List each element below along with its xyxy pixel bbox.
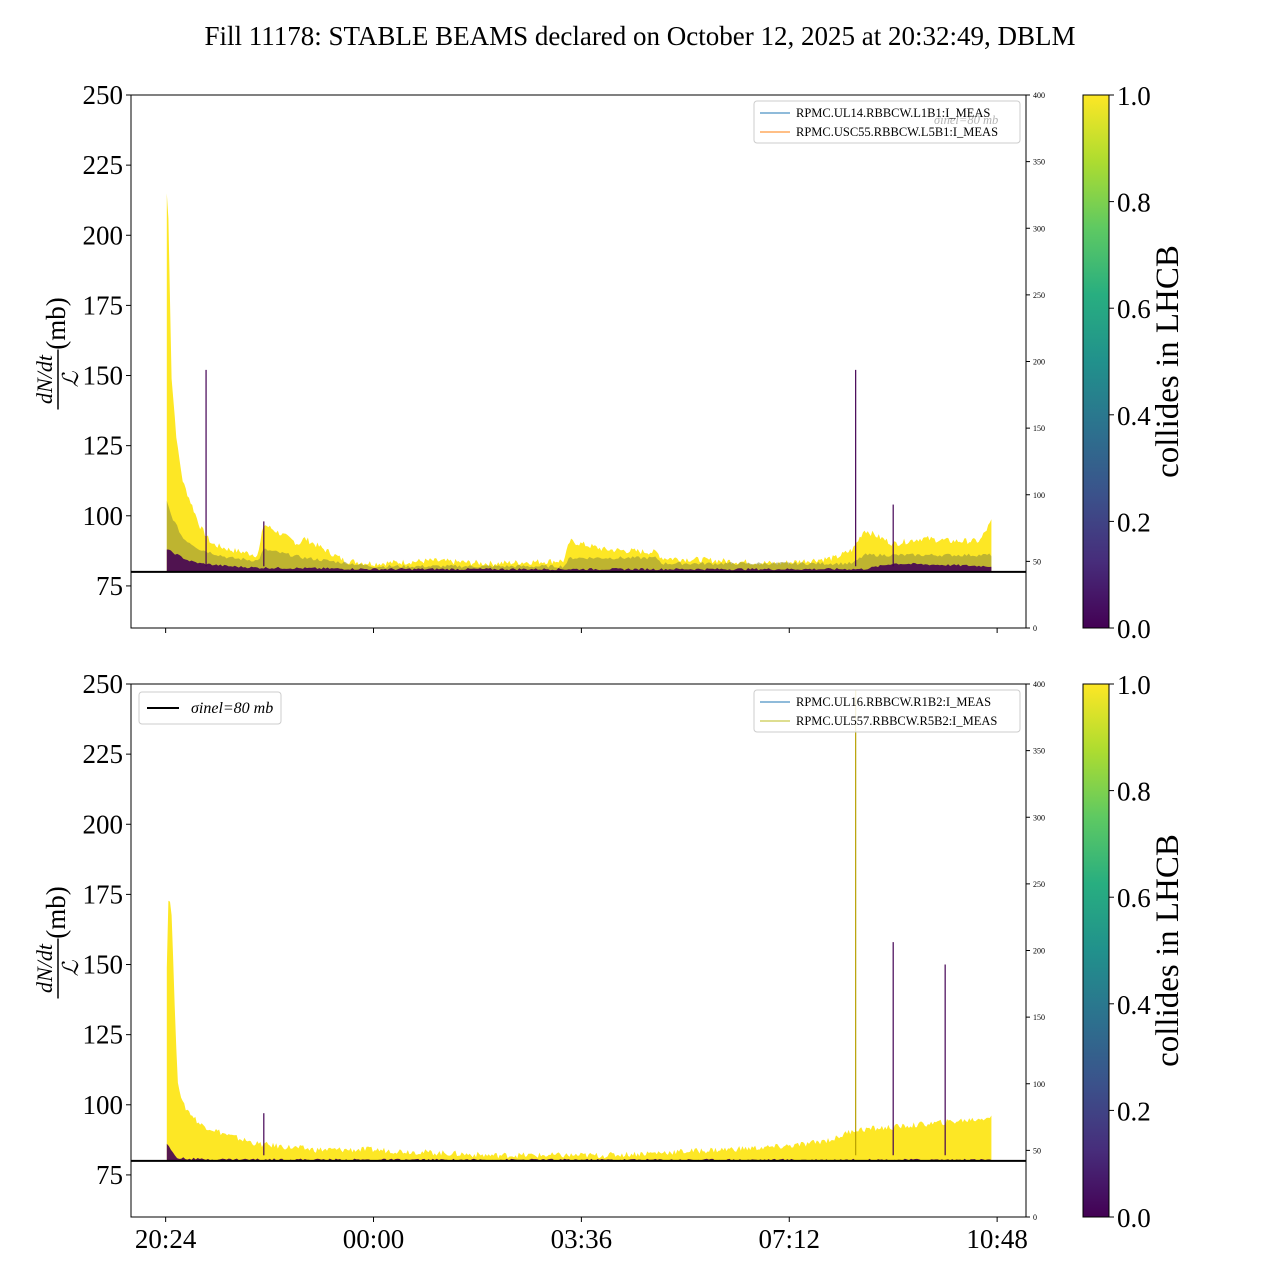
y2tick-label: 300	[1033, 813, 1045, 822]
y2tick-label: 250	[1033, 291, 1045, 300]
y2tick-label: 400	[1033, 91, 1045, 100]
ytick-label: 75	[96, 1160, 123, 1190]
ytick-label: 125	[83, 431, 124, 461]
band-collides-low	[166, 549, 992, 572]
ytick-label: 175	[83, 290, 124, 320]
colorbar-tick-label: 1.0	[1117, 81, 1151, 111]
y2tick-label: 100	[1033, 491, 1045, 500]
ytick-label: 75	[96, 571, 123, 601]
colorbar-tick-label: 1.0	[1117, 670, 1151, 700]
y2tick-label: 150	[1033, 424, 1045, 433]
figure-title: Fill 11178: STABLE BEAMS declared on Oct…	[204, 21, 1075, 51]
legend-label: RPMC.UL16.RBBCW.R1B2:I_MEAS	[796, 695, 991, 709]
y2tick-label: 0	[1033, 624, 1037, 633]
y2tick-label: 350	[1033, 747, 1045, 756]
colorbar-gradient	[1082, 94, 1110, 629]
colorbar-tick-label: 0.8	[1117, 777, 1151, 807]
plot-area	[131, 689, 1026, 1162]
ylabel-unit: (mb)	[41, 886, 71, 938]
ytick-label: 250	[83, 80, 124, 110]
colorbar: 0.0 0.2 0.4 0.6 0.8 1.0 collides in LHCB	[1082, 81, 1186, 644]
colorbar-tick-label: 0.2	[1117, 507, 1151, 537]
colorbar-tick-label: 0.2	[1117, 1096, 1151, 1126]
ytick-label: 250	[83, 669, 124, 699]
ylabel-denominator: ℒ	[58, 959, 83, 976]
colorbar-tick-label: 0.6	[1117, 883, 1151, 913]
ytick-label: 175	[83, 879, 124, 909]
legend-series: RPMC.UL16.RBBCW.R1B2:I_MEAS RPMC.UL557.RB…	[753, 689, 1021, 733]
ytick-label: 225	[83, 739, 124, 769]
xtick-label: 00:00	[343, 1224, 405, 1254]
y2tick-label: 300	[1033, 224, 1045, 233]
ytick-label: 225	[83, 150, 124, 180]
ytick-label: 150	[83, 361, 124, 391]
band-collides-high	[166, 193, 992, 572]
legend-label: RPMC.USC55.RBBCW.L5B1:I_MEAS	[796, 125, 998, 139]
xtick-label: 07:12	[759, 1224, 821, 1254]
ylabel-denominator: ℒ	[58, 370, 83, 387]
ytick-label: 100	[83, 501, 124, 531]
ytick-label: 150	[83, 950, 124, 980]
y-axis-label: dN/dt ℒ (mb)	[32, 886, 83, 999]
legend-label: RPMC.UL557.RBBCW.R5B2:I_MEAS	[796, 714, 997, 728]
colorbar-tick-label: 0.0	[1117, 614, 1151, 644]
xtick-label: 10:48	[966, 1224, 1028, 1254]
y2tick-label: 200	[1033, 947, 1045, 956]
y2tick-label: 100	[1033, 1080, 1045, 1089]
y-axis-label: dN/dt ℒ (mb)	[32, 297, 83, 410]
colorbar-label: collides in LHCB	[1150, 245, 1186, 478]
y2tick-label: 250	[1033, 880, 1045, 889]
colorbar-gradient	[1082, 683, 1110, 1218]
ytick-label: 100	[83, 1090, 124, 1120]
colorbar: 0.0 0.2 0.4 0.6 0.8 1.0 collides in LHCB	[1082, 670, 1186, 1233]
y2tick-label: 50	[1033, 557, 1041, 566]
y2tick-label: 150	[1033, 1013, 1045, 1022]
plot-area	[131, 193, 1026, 573]
legend-box	[138, 691, 282, 725]
ylabel-numerator: dN/dt	[32, 354, 57, 404]
colorbar-tick-label: 0.8	[1117, 188, 1151, 218]
legend-reference: σinel=80 mb	[138, 691, 282, 725]
ytick-label: 200	[83, 220, 124, 250]
y2tick-label: 350	[1033, 158, 1045, 167]
panel-top: 75 100 125 150 175 200 225 250 0 50 100 150 200 250 30…	[32, 80, 1186, 644]
ytick-label: 200	[83, 809, 124, 839]
legend-ghost-text: σinel=80 mb	[934, 113, 998, 127]
colorbar-tick-label: 0.4	[1117, 990, 1151, 1020]
panel-bottom: 75 100 125 150 175 200 225 250 0 50 100 150 200 250 30…	[32, 669, 1186, 1254]
xtick-label: 20:24	[135, 1224, 197, 1254]
band-collides-high	[166, 900, 992, 1161]
colorbar-tick-label: 0.4	[1117, 401, 1151, 431]
colorbar-label: collides in LHCB	[1150, 834, 1186, 1067]
ylabel-unit: (mb)	[41, 297, 71, 349]
legend-label: σinel=80 mb	[191, 700, 273, 717]
ylabel-numerator: dN/dt	[32, 943, 57, 993]
y2tick-label: 0	[1033, 1213, 1037, 1222]
y2tick-label: 200	[1033, 358, 1045, 367]
colorbar-tick-label: 0.0	[1117, 1203, 1151, 1233]
legend-label: RPMC.UL14.RBBCW.L1B1:I_MEAS	[796, 106, 990, 120]
legend-box	[753, 100, 1021, 144]
y2tick-label: 400	[1033, 680, 1045, 689]
legend-series: RPMC.UL14.RBBCW.L1B1:I_MEAS RPMC.USC55.RB…	[753, 100, 1021, 144]
colorbar-tick-label: 0.6	[1117, 294, 1151, 324]
y2tick-label: 50	[1033, 1146, 1041, 1155]
ytick-label: 125	[83, 1020, 124, 1050]
legend-box	[753, 689, 1021, 733]
xtick-label: 03:36	[551, 1224, 613, 1254]
